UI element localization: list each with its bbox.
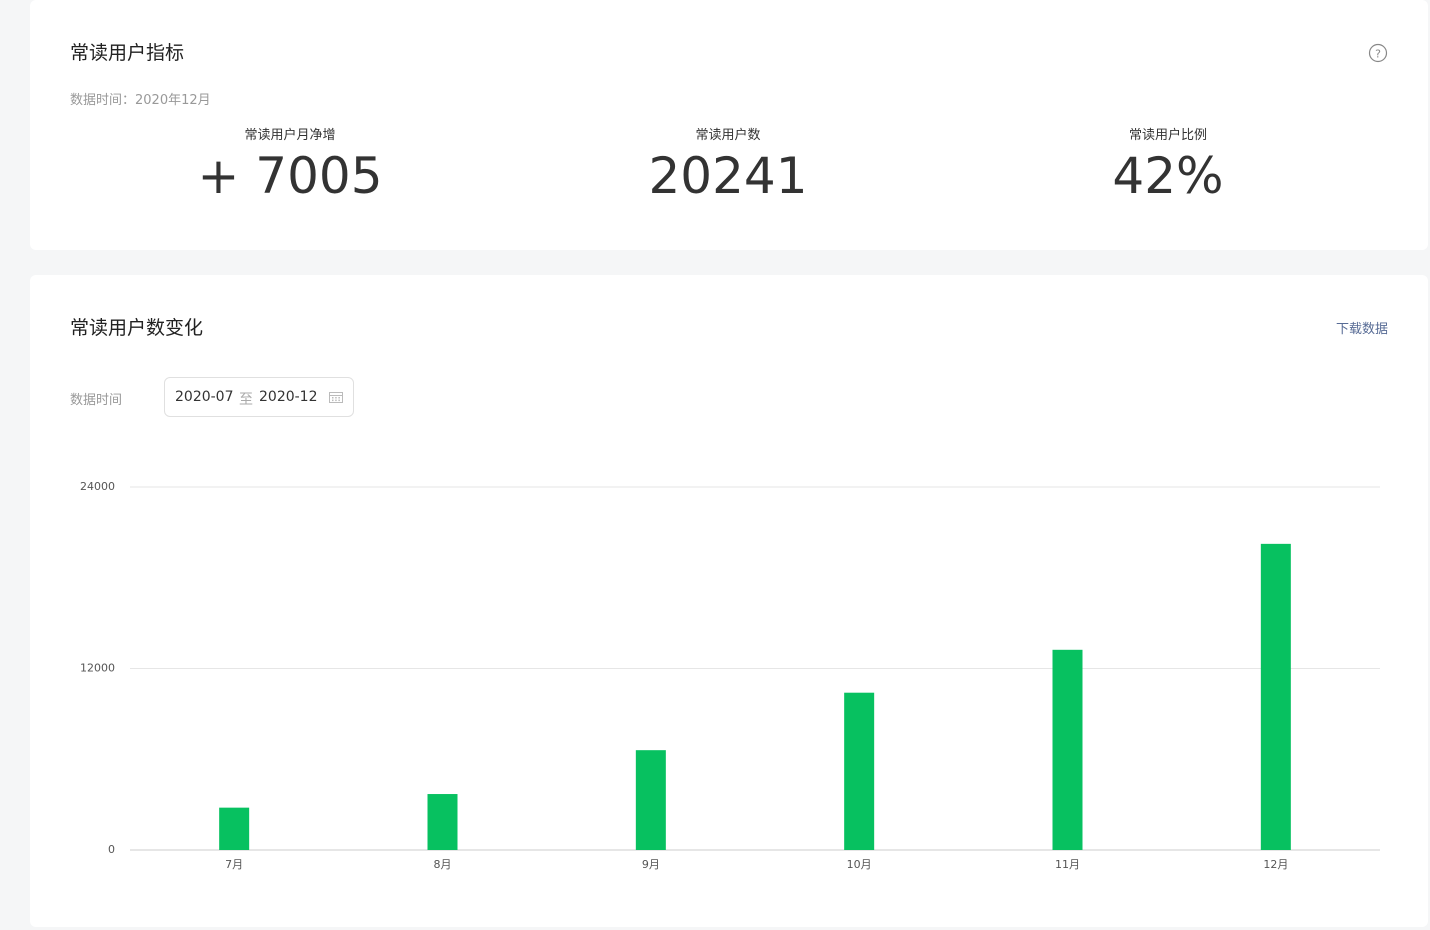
metric-label: 常读用户比例 [1128,128,1207,143]
card-title: 常读用户数变化 [70,317,204,339]
metric-value: 20241 [648,147,808,205]
y-tick-label: 0 [108,843,115,856]
metric-label: 常读用户月净增 [244,128,336,143]
metric: 常读用户比例 42% [1018,124,1318,205]
bar [427,794,458,850]
metric: 常读用户数 20241 [578,124,878,205]
calendar-icon [329,392,343,403]
y-tick-label: 24000 [80,480,115,493]
y-tick-label: 12000 [80,662,115,675]
download-link[interactable]: 下载数据 [1335,322,1388,337]
x-tick-label: 8月 [434,858,452,871]
svg-text:?: ? [1375,48,1381,61]
x-tick-label: 10月 [847,858,872,871]
chart-card: 常读用户数变化 下载数据 数据时间 2020-07 至 2020-12 [30,275,1428,927]
help-icon[interactable]: ? [1368,43,1388,63]
x-tick-label: 12月 [1263,858,1288,871]
date-label: 数据时间：2020年12月 [70,93,211,108]
metric-value: + 7005 [197,147,383,205]
bar [219,807,250,850]
bar [844,692,875,850]
date-range-picker[interactable]: 2020-07 至 2020-12 [164,377,354,417]
date-start: 2020-07 [175,389,234,405]
card-title: 常读用户指标 [70,42,185,64]
bar [1052,649,1083,850]
x-tick-label: 11月 [1055,858,1080,871]
metric: 常读用户月净增 + 7005 [140,124,440,205]
bar [1260,543,1291,850]
metric-label: 常读用户数 [695,128,761,143]
x-tick-label: 7月 [225,858,243,871]
x-tick-label: 9月 [642,858,660,871]
date-separator: 至 [239,392,253,408]
metric-value: 42% [1112,147,1224,205]
filter-label: 数据时间 [70,393,123,408]
metrics-card: 常读用户指标 ? 数据时间：2020年12月 常读用户月净增 + 7005 常读用… [30,0,1428,250]
date-end: 2020-12 [259,389,318,405]
bar [635,750,666,850]
